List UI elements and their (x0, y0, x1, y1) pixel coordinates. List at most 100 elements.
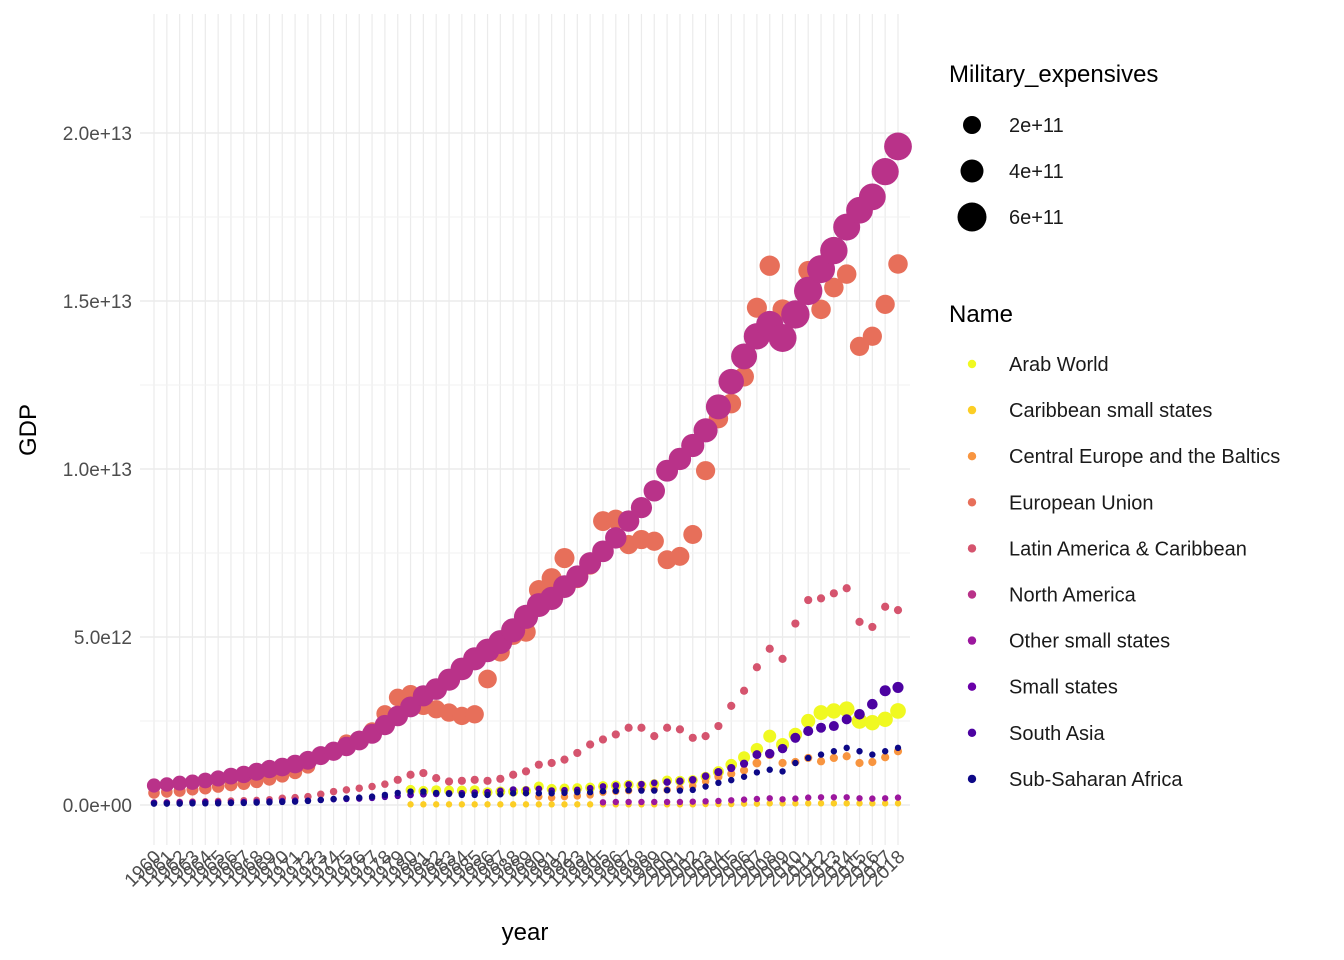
data-point (458, 791, 466, 799)
data-point (637, 723, 646, 732)
data-point (862, 326, 882, 346)
data-point (779, 768, 786, 775)
data-point (805, 754, 812, 762)
data-point (689, 786, 696, 794)
data-point (702, 798, 709, 805)
data-point (509, 801, 517, 808)
size-legend-key (963, 116, 981, 134)
data-point (625, 787, 632, 794)
data-point (458, 801, 466, 808)
color-legend-label: Caribbean small states (1009, 400, 1212, 422)
data-point (766, 800, 773, 807)
data-point (197, 772, 214, 789)
data-point (792, 795, 799, 802)
data-point (172, 775, 188, 791)
color-legend: Name Arab World Caribbean small states Cen… (949, 301, 1280, 791)
data-point (790, 732, 801, 743)
data-point (598, 735, 608, 744)
data-point (586, 801, 594, 808)
data-point (881, 753, 890, 762)
series-north-america (146, 132, 912, 793)
data-point (781, 300, 810, 329)
data-point (842, 584, 851, 593)
data-point (701, 772, 710, 780)
data-point (574, 801, 581, 808)
data-point (548, 790, 555, 797)
data-point (869, 751, 876, 758)
y-axis-title: GDP (15, 404, 42, 456)
data-point (753, 795, 761, 803)
data-point (701, 732, 710, 741)
color-legend-label: Central Europe and the Baltics (1009, 446, 1280, 468)
data-point (420, 801, 427, 808)
data-point (838, 701, 855, 718)
data-point (407, 801, 414, 808)
data-point (792, 759, 799, 767)
data-point (381, 791, 389, 799)
data-point (676, 798, 684, 806)
data-point (752, 663, 761, 672)
color-legend-key (967, 452, 977, 461)
data-point (471, 801, 478, 808)
data-point (630, 497, 653, 519)
data-point (868, 622, 877, 632)
data-point (715, 797, 722, 805)
data-point (752, 758, 762, 768)
data-point (879, 685, 891, 697)
data-point (824, 277, 844, 298)
size-legend-key (957, 202, 987, 232)
data-point (765, 644, 774, 653)
data-point (792, 800, 799, 807)
data-point (497, 791, 504, 798)
size-legend: Military_expensives 2e+11 4e+11 6e+11 (949, 61, 1158, 232)
data-point (893, 606, 903, 615)
data-point (432, 774, 441, 783)
data-point (176, 800, 183, 807)
data-point (163, 800, 171, 807)
data-point (816, 594, 826, 603)
data-point (611, 730, 620, 739)
data-point (496, 774, 505, 783)
color-legend-label: Other small states (1009, 631, 1170, 653)
data-point (746, 297, 767, 318)
data-point (663, 778, 671, 786)
data-point (830, 748, 838, 755)
data-point (394, 789, 401, 797)
data-point (663, 723, 672, 732)
data-point (330, 795, 337, 803)
data-point (715, 779, 722, 787)
data-point (894, 800, 902, 807)
data-point (214, 800, 222, 807)
data-point (651, 798, 658, 806)
data-point (612, 787, 619, 795)
data-point (892, 681, 904, 693)
size-legend-key (960, 159, 984, 183)
data-point (586, 789, 594, 796)
data-point (638, 787, 645, 794)
data-point (842, 752, 851, 761)
y-tick-label: 1.0e+13 (63, 460, 132, 481)
data-point (869, 795, 876, 802)
data-point (727, 701, 736, 710)
data-point (573, 748, 582, 758)
data-point (521, 767, 531, 776)
color-legend-label: South Asia (1009, 723, 1106, 745)
data-point (868, 757, 877, 767)
size-legend-label: 2e+11 (1009, 115, 1064, 137)
data-point (817, 794, 825, 801)
data-point (644, 531, 664, 551)
data-point (829, 589, 838, 598)
data-point (534, 760, 543, 769)
color-legend-label: Small states (1009, 677, 1118, 699)
data-point (445, 801, 453, 808)
data-point (342, 786, 351, 794)
data-point (381, 780, 389, 788)
data-point (478, 669, 497, 689)
size-legend-title: Military_expensives (949, 61, 1158, 88)
color-legend-key (967, 544, 977, 553)
size-legend-label: 6e+11 (1009, 207, 1064, 229)
grid-lines (140, 14, 910, 845)
data-point (841, 714, 852, 725)
color-legend-key (967, 405, 977, 415)
data-point (738, 751, 751, 764)
